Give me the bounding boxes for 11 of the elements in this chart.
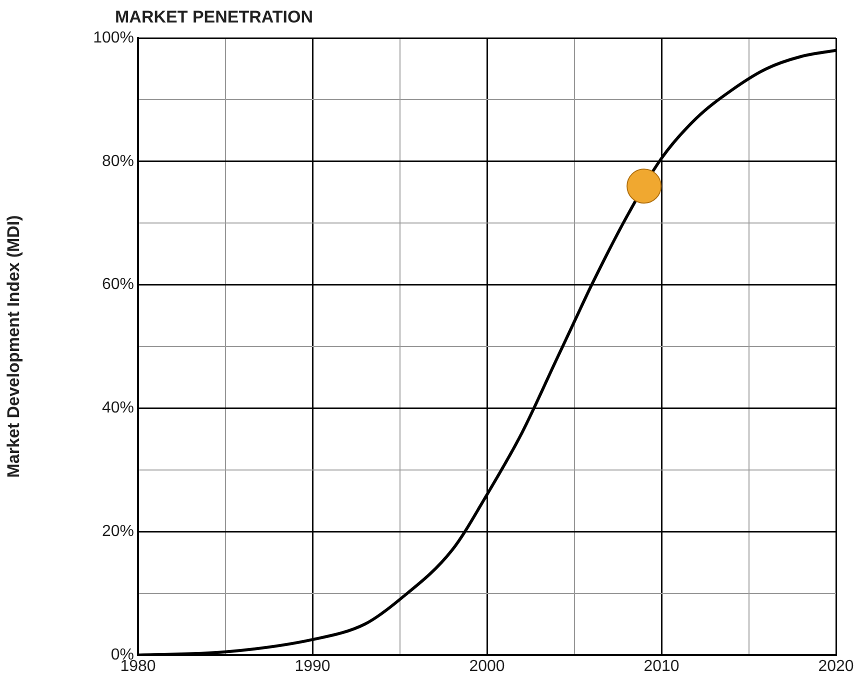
x-tick-label: 2010 — [644, 658, 680, 676]
y-tick-label: 100% — [93, 29, 134, 46]
x-tick-label: 2020 — [818, 658, 854, 676]
y-tick-label: 60% — [102, 276, 134, 294]
y-tick-label: 80% — [102, 152, 134, 170]
y-axis-title: Market Development Index (MDI) — [4, 215, 23, 478]
chart-title: MARKET PENETRATION — [115, 8, 314, 27]
y-tick-label: 40% — [102, 400, 134, 417]
y-tick-label: 20% — [102, 523, 134, 540]
x-tick-label: 1990 — [294, 658, 330, 676]
x-tick-label: 2000 — [469, 658, 505, 676]
